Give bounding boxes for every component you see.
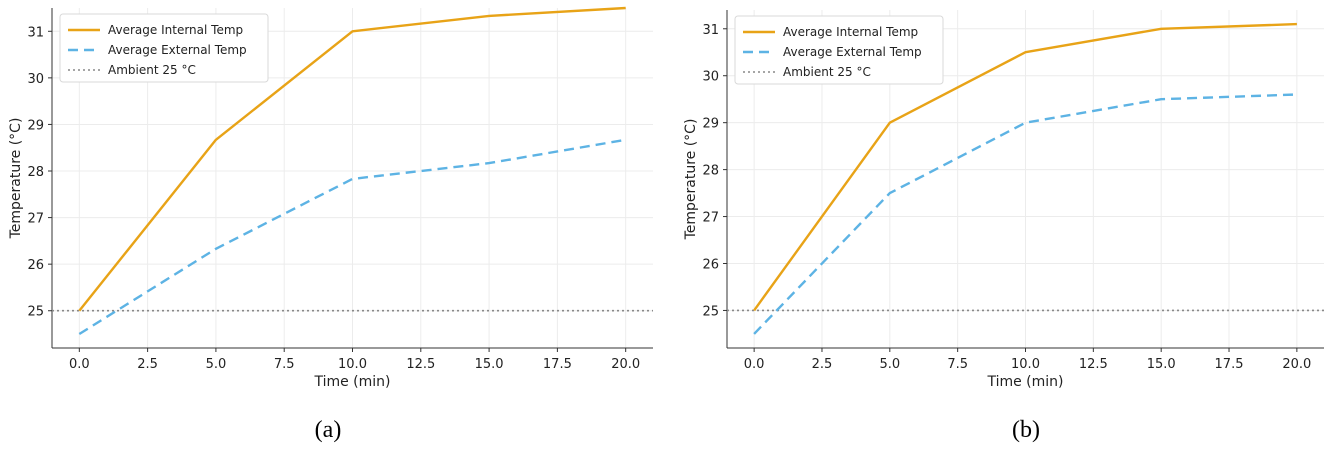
y-tick-label: 27: [702, 211, 719, 226]
chart-panel-a: 0.0 2.5 5.0 7.5 10.0 12.5 15.0 17.5 20.0 25 26 27 28…: [8, 6, 653, 443]
legend-box: [59, 13, 269, 83]
legend-label: Average External Temp: [108, 43, 247, 57]
legend-label: Average Internal Temp: [783, 25, 918, 39]
x-tick-label: 7.5: [947, 357, 968, 372]
x-tick-label: 5.0: [879, 357, 900, 372]
y-tick-label: 30: [27, 72, 44, 87]
legend-label: Ambient 25 °C: [783, 65, 871, 79]
y-tick-label: 29: [702, 117, 719, 132]
x-tick-label: 10.0: [338, 357, 367, 372]
y-tick-label: 26: [702, 258, 719, 273]
x-tick-label: 20.0: [611, 357, 640, 372]
legend-label: Average External Temp: [783, 45, 922, 59]
x-axis-label: Time (min): [986, 374, 1063, 390]
x-tick-label: 10.0: [1011, 357, 1040, 372]
x-tick-label: 12.5: [1079, 357, 1108, 372]
x-tick-label: 15.0: [475, 357, 504, 372]
series-line-external: [753, 93, 1297, 335]
panel-caption: (b): [1012, 417, 1040, 443]
legend-label: Average Internal Temp: [108, 23, 243, 37]
legend-label: Ambient 25 °C: [108, 63, 196, 77]
x-tick-label: 5.0: [206, 357, 227, 372]
y-tick-label: 25: [27, 305, 44, 320]
panel-caption: (a): [315, 417, 342, 443]
x-tick-label: 2.5: [137, 357, 158, 372]
y-tick-label: 27: [27, 212, 44, 227]
x-tick-label: 7.5: [274, 357, 295, 372]
y-tick-label: 30: [702, 70, 719, 85]
y-tick-label: 28: [702, 164, 719, 179]
y-tick-label: 31: [27, 25, 44, 40]
series-line-internal: [753, 22, 1297, 312]
x-tick-label: 0.0: [69, 357, 90, 372]
y-axis-label: Temperature (°C): [683, 119, 699, 241]
y-axis-label: Temperature (°C): [8, 118, 24, 240]
x-tick-label: 20.0: [1282, 357, 1311, 372]
x-tick-label: 17.5: [543, 357, 572, 372]
y-tick-label: 29: [27, 118, 44, 133]
series-line-external: [78, 138, 626, 336]
x-tick-label: 12.5: [406, 357, 435, 372]
series-line-internal: [78, 6, 626, 312]
x-tick-label: 0.0: [744, 357, 765, 372]
y-tick-label: 25: [702, 304, 719, 319]
x-axis-label: Time (min): [313, 374, 390, 390]
y-tick-label: 28: [27, 165, 44, 180]
x-tick-label: 15.0: [1147, 357, 1176, 372]
y-tick-label: 31: [702, 23, 719, 38]
x-tick-label: 17.5: [1215, 357, 1244, 372]
y-tick-label: 26: [27, 258, 44, 273]
legend-box: [734, 15, 944, 85]
chart-panel-b: 0.0 2.5 5.0 7.5 10.0 12.5 15.0 17.5 20.0 25 26 27 28…: [683, 10, 1324, 443]
x-tick-label: 2.5: [812, 357, 833, 372]
